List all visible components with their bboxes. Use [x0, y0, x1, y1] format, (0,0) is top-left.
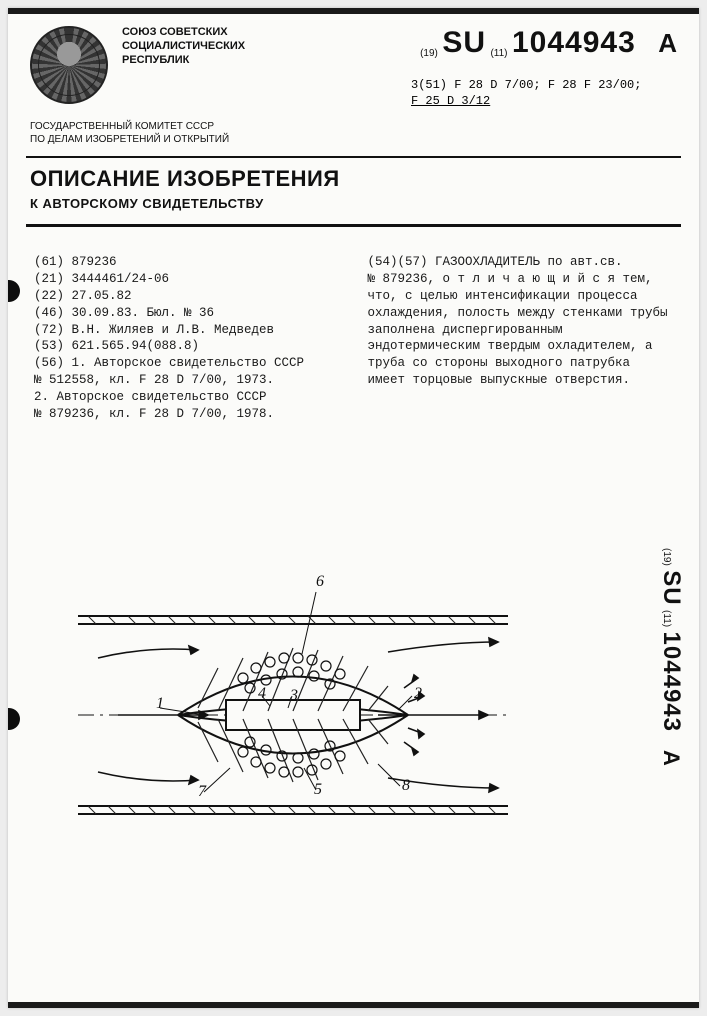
- ipc-classification: 3(51) F 28 D 7/00; F 28 F 23/00; F 25 D …: [411, 78, 671, 109]
- side-kind: A: [659, 750, 684, 766]
- field-56b: № 512558, кл. F 28 D 7/00, 1973.: [34, 372, 338, 389]
- kind-code: A: [658, 28, 677, 58]
- field-53: (53) 621.565.94(088.8): [34, 338, 338, 355]
- field-21: (21) 3444461/24-06: [34, 271, 338, 288]
- side-su: SU: [658, 570, 685, 605]
- figure-label: 8: [402, 777, 410, 794]
- ipc-line-1: 3(51) F 28 D 7/00; F 28 F 23/00;: [411, 78, 671, 94]
- abstract-body: № 879236, о т л и ч а ю щ и й с я тем, ч…: [368, 271, 672, 389]
- abstract-lead: (54)(57) ГАЗООХЛАДИТЕЛЬ по авт.св.: [368, 254, 672, 271]
- side-publication-number: (19) SU (11) 1044943 A: [657, 548, 685, 766]
- country-code: SU: [442, 26, 486, 59]
- figure-label: 7: [198, 783, 207, 800]
- title-sub: К АВТОРСКОМУ СВИДЕТЕЛЬСТВУ: [30, 196, 677, 211]
- figure-label: 3: [289, 687, 298, 704]
- figure-label: 2: [414, 685, 422, 702]
- ussr-emblem-icon: [30, 26, 108, 104]
- bibliographic-columns: (61) 879236 (21) 3444461/24-06 (22) 27.0…: [34, 254, 671, 423]
- scan-edge-bottom: [8, 1002, 699, 1008]
- technical-drawing: 6 1 4 3 2 7 5 8: [58, 568, 528, 858]
- title-main: ОПИСАНИЕ ИЗОБРЕТЕНИЯ: [30, 166, 677, 192]
- field-56a: (56) 1. Авторское свидетельство СССР: [34, 355, 338, 372]
- scan-edge-top: [8, 8, 699, 14]
- divider: [26, 156, 681, 158]
- figure-label: 6: [316, 573, 324, 590]
- punch-hole: [8, 708, 20, 730]
- code-19: (19): [420, 48, 438, 59]
- publication-number: (19) SU (11) 1044943 A: [420, 26, 677, 60]
- side-number: 1044943: [658, 632, 685, 732]
- union-name: СОЮЗ СОВЕТСКИХ СОЦИАЛИСТИЧЕСКИХ РЕСПУБЛИ…: [122, 26, 272, 67]
- field-61: (61) 879236: [34, 254, 338, 271]
- field-56d: № 879236, кл. F 28 D 7/00, 1978.: [34, 406, 338, 423]
- field-72: (72) В.Н. Жиляев и Л.В. Медведев: [34, 322, 338, 339]
- side-11: (11): [661, 610, 672, 627]
- figure-label: 1: [156, 695, 164, 712]
- biblio-left: (61) 879236 (21) 3444461/24-06 (22) 27.0…: [34, 254, 338, 423]
- field-22: (22) 27.05.82: [34, 288, 338, 305]
- patent-page: СОЮЗ СОВЕТСКИХ СОЦИАЛИСТИЧЕСКИХ РЕСПУБЛИ…: [8, 8, 699, 1008]
- title-block: ОПИСАНИЕ ИЗОБРЕТЕНИЯ К АВТОРСКОМУ СВИДЕТ…: [30, 166, 677, 211]
- pub-number: 1044943: [512, 26, 636, 59]
- field-56c: 2. Авторское свидетельство СССР: [34, 389, 338, 406]
- punch-hole: [8, 280, 20, 302]
- side-19: (19): [661, 548, 672, 566]
- abstract-right: (54)(57) ГАЗООХЛАДИТЕЛЬ по авт.св. № 879…: [368, 254, 672, 423]
- ipc-line-2: F 25 D 3/12: [411, 94, 671, 110]
- code-11: (11): [490, 48, 507, 59]
- field-46: (46) 30.09.83. Бюл. № 36: [34, 305, 338, 322]
- figure-label: 5: [314, 781, 322, 798]
- figure-svg: 6 1 4 3 2 7 5 8: [58, 568, 528, 858]
- figure-label: 4: [258, 685, 266, 702]
- state-committee: ГОСУДАРСТВЕННЫЙ КОМИТЕТ СССР ПО ДЕЛАМ ИЗ…: [30, 120, 330, 146]
- divider-thick: [26, 224, 681, 227]
